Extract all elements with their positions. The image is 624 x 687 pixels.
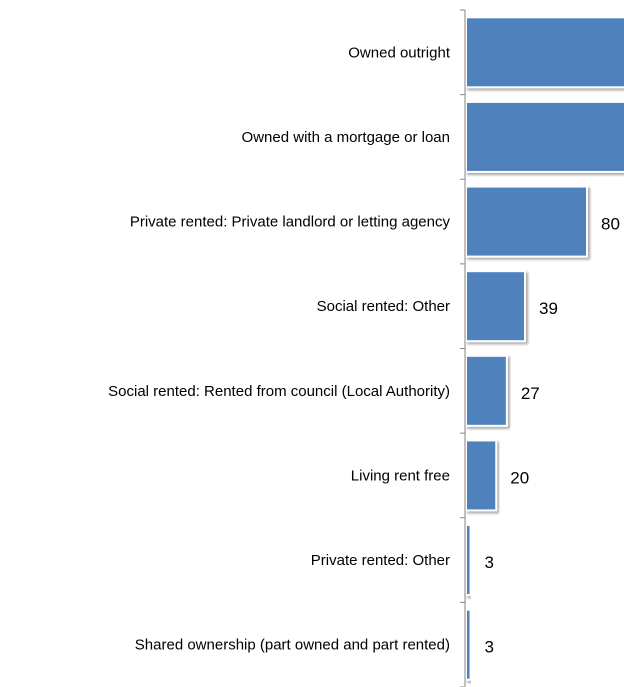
value-label: 3 [485, 553, 494, 572]
value-labels: 80 39 27 20 3 3 [485, 215, 620, 657]
bar [465, 270, 526, 343]
bar [465, 608, 472, 681]
category-label: Shared ownership (part owned and part re… [135, 637, 450, 654]
bar [465, 439, 498, 512]
category-label: Living rent free [351, 467, 450, 484]
value-label: 3 [485, 638, 494, 657]
bar [465, 354, 508, 427]
value-label: 27 [521, 384, 540, 403]
bar [465, 100, 624, 173]
value-label: 80 [601, 215, 620, 234]
category-label: Private rented: Private landlord or lett… [130, 214, 451, 231]
value-label: 39 [539, 299, 558, 318]
bar [465, 16, 624, 89]
category-label: Owned outright [348, 44, 451, 61]
bar [465, 185, 588, 258]
category-label: Social rented: Rented from council (Loca… [108, 383, 450, 400]
bars-layer [465, 16, 624, 681]
category-labels: Owned outright Owned with a mortgage or l… [108, 44, 451, 653]
value-label: 20 [510, 468, 529, 487]
category-label: Private rented: Other [311, 552, 450, 569]
category-label: Social rented: Other [317, 298, 450, 315]
bar [465, 524, 472, 597]
category-label: Owned with a mortgage or loan [242, 129, 450, 146]
category-axis [460, 9, 466, 687]
